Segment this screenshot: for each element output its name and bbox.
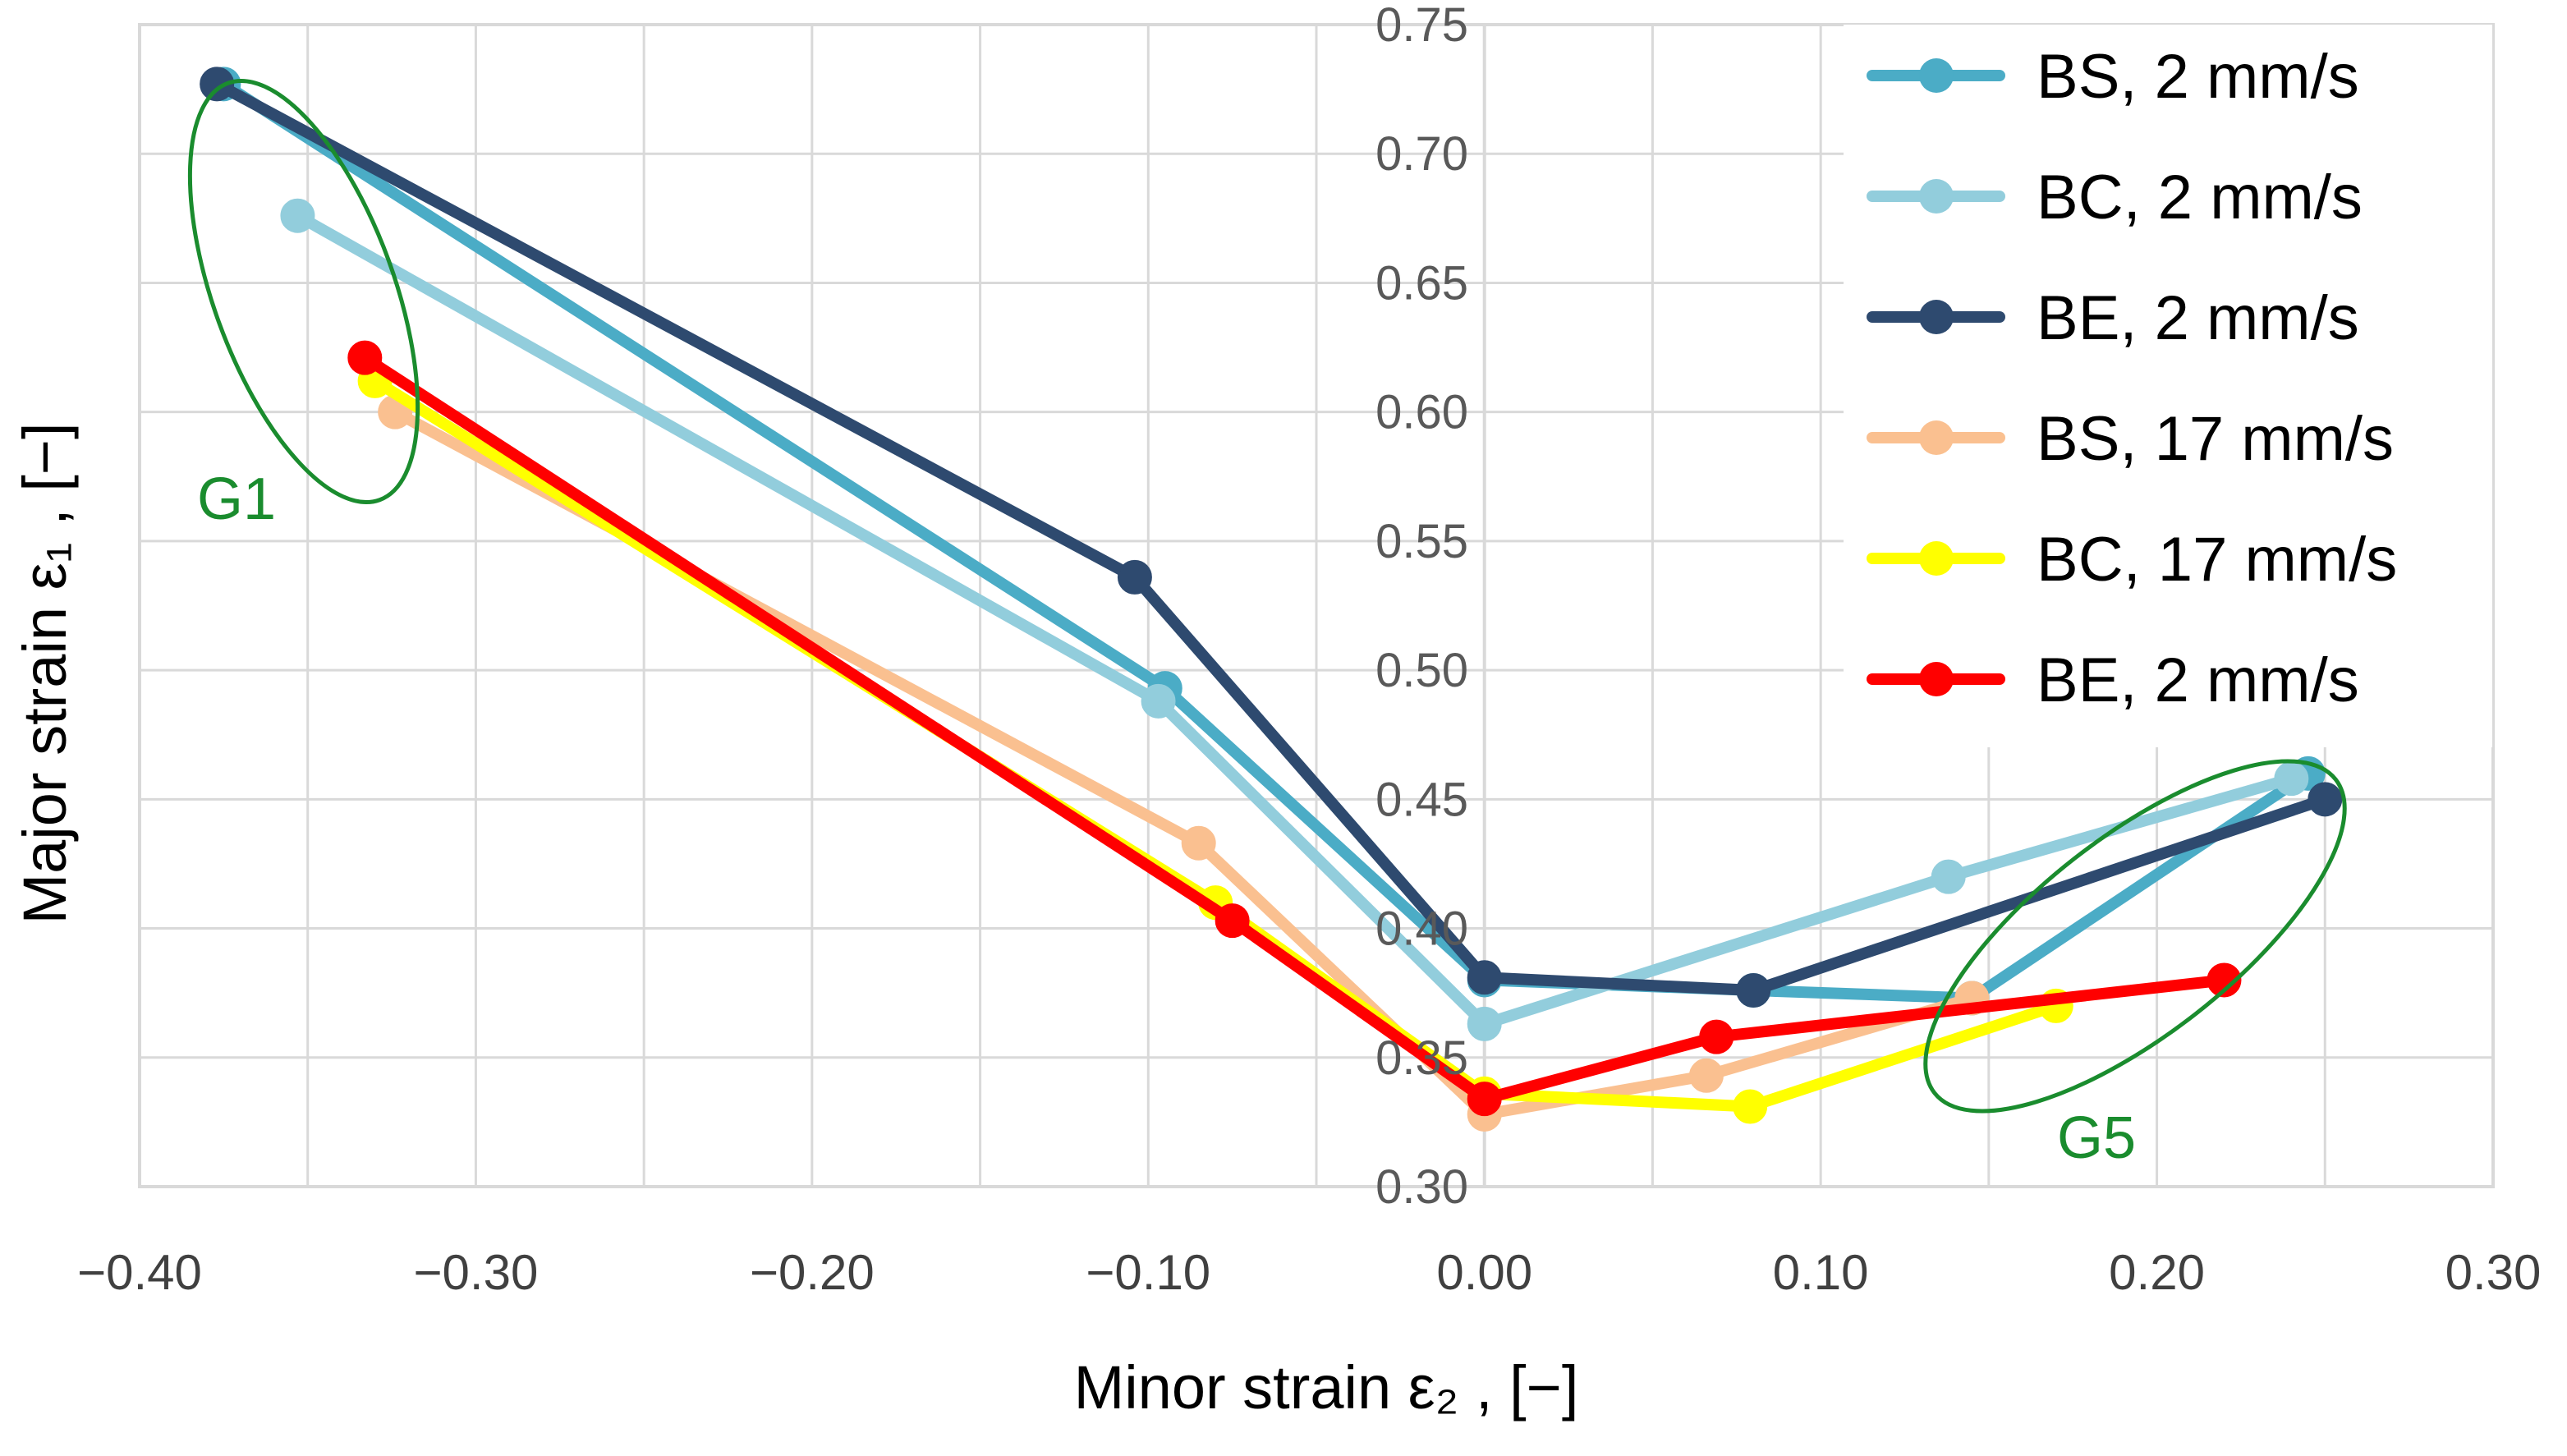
plot-border	[138, 23, 2495, 1188]
y-tick-label: 0.45	[1375, 773, 1468, 826]
data-point	[200, 67, 235, 102]
data-point	[1699, 1019, 1734, 1054]
y-tick-label: 0.55	[1375, 515, 1468, 568]
data-point	[1467, 1006, 1502, 1041]
legend-label: BE, 2 mm/s	[2037, 283, 2359, 353]
legend-swatch-marker	[1919, 179, 1954, 214]
legend: BS, 2 mm/s BC, 2 mm/s BE, 2 mm/s BS, 17 mm/…	[1844, 25, 2492, 747]
legend-label: BC, 2 mm/s	[2037, 163, 2363, 232]
series-line	[389, 406, 1978, 1120]
x-tick-label: 0.00	[1436, 1245, 1532, 1300]
legend-label: BS, 17 mm/s	[2037, 404, 2394, 474]
series-3	[200, 67, 2343, 1008]
data-point	[1733, 1089, 1768, 1124]
legend-swatch-marker	[1919, 58, 1954, 93]
g5-label: G5	[2057, 1105, 2136, 1171]
data-point	[1117, 559, 1152, 595]
legend-item: BC, 17 mm/s	[1867, 525, 2397, 595]
data-point	[1181, 825, 1216, 861]
legend-label: BE, 2 mm/s	[2037, 645, 2359, 715]
series-4	[378, 394, 1990, 1132]
data-point	[1141, 683, 1176, 719]
data-point	[280, 198, 315, 233]
x-tick-label: −0.10	[1086, 1245, 1210, 1300]
legend-item: BE, 2 mm/s	[1867, 283, 2359, 353]
y-tick-label: 0.60	[1375, 386, 1468, 439]
data-point	[347, 340, 383, 375]
y-tick-label: 0.30	[1375, 1160, 1468, 1214]
annotation-layer: G1 G5	[187, 79, 2347, 1171]
x-tick-label: −0.40	[77, 1245, 202, 1300]
y-tick-label: 0.75	[1375, 0, 1468, 52]
data-point	[1467, 960, 1502, 995]
y-tick-label: 0.40	[1375, 903, 1468, 956]
legend-background	[1844, 25, 2492, 747]
x-tick-labels: −0.40 −0.30 −0.20 −0.10 0.00 0.10 0.20 0.30	[77, 1245, 2541, 1300]
legend-label: BS, 2 mm/s	[2037, 42, 2359, 112]
data-point	[2308, 782, 2343, 817]
x-tick-label: 0.20	[2109, 1245, 2205, 1300]
data-point	[1215, 903, 1250, 939]
data-point	[1931, 859, 1966, 894]
x-tick-label: −0.20	[750, 1245, 875, 1300]
series-2	[280, 198, 2309, 1041]
legend-swatch-marker	[1919, 300, 1954, 334]
x-tick-label: −0.30	[414, 1245, 539, 1300]
legend-label: BC, 17 mm/s	[2037, 525, 2397, 595]
data-point	[2274, 761, 2309, 797]
legend-item: BC, 2 mm/s	[1867, 163, 2363, 232]
data-point	[2207, 962, 2242, 998]
y-axis-title: Major strain ε₁ , [−]	[11, 422, 79, 924]
legend-swatch-marker	[1919, 420, 1954, 455]
y-tick-labels: 0.30 0.35 0.40 0.45 0.50 0.55 0.60 0.65 0.70 0.75	[1375, 0, 1468, 1214]
g5-ellipse	[1923, 759, 2347, 1114]
data-point	[1736, 973, 1771, 1008]
y-tick-label: 0.50	[1375, 644, 1468, 697]
legend-item: BE, 2 mm/s	[1867, 645, 2359, 715]
data-point	[1688, 1058, 1724, 1093]
y-tick-label: 0.35	[1375, 1031, 1468, 1085]
x-axis-title: Minor strain ε₂ , [−]	[1074, 1353, 1579, 1422]
legend-item: BS, 2 mm/s	[1867, 42, 2359, 112]
x-tick-label: 0.10	[1773, 1245, 1869, 1300]
legend-item: BS, 17 mm/s	[1867, 404, 2394, 474]
legend-swatch-marker	[1919, 541, 1954, 576]
series-layer	[200, 67, 2343, 1132]
g1-ellipse	[187, 79, 420, 504]
g1-label: G1	[197, 466, 276, 532]
legend-swatch-marker	[1919, 662, 1954, 696]
series-5	[357, 363, 2073, 1124]
y-tick-label: 0.65	[1375, 256, 1468, 310]
data-point	[1467, 1082, 1502, 1117]
x-tick-label: 0.30	[2445, 1245, 2542, 1300]
y-tick-label: 0.70	[1375, 127, 1468, 181]
series-6	[347, 340, 2242, 1117]
